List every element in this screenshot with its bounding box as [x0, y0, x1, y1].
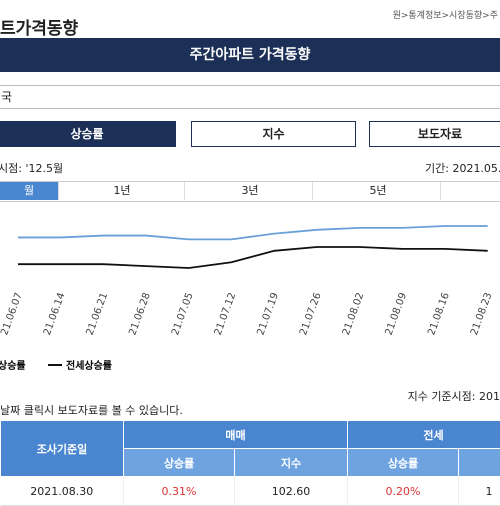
- data-table: 조사기준일 매매 전세 상승률 지수 상승률 2021.08.30 0.31% …: [0, 420, 500, 506]
- series-line: [18, 247, 488, 268]
- x-tick-label: 21.06.28: [127, 291, 153, 337]
- legend-label: 상승률: [0, 359, 26, 372]
- header-cell: [459, 449, 500, 477]
- cell: 0.31%: [124, 477, 235, 506]
- date-cell[interactable]: 2021.08.30: [1, 477, 124, 506]
- x-tick-label: 21.08.23: [469, 291, 495, 337]
- x-tick-label: 21.08.09: [384, 291, 410, 337]
- x-tick-label: 21.07.19: [255, 291, 281, 337]
- x-tick-label: 21.08.16: [426, 291, 452, 337]
- header-cell: 지수: [235, 449, 348, 477]
- cell: 0.20%: [348, 477, 459, 506]
- legend-label: 전세상승률: [66, 359, 112, 372]
- x-tick-label: 21.07.26: [298, 291, 324, 337]
- chart: 21.06.07 21.06.14 21.06.21 21.06.28 21.07.05…: [0, 0, 500, 380]
- header-cell: 매매: [124, 421, 348, 449]
- header-cell: 전세: [348, 421, 500, 449]
- note: 날짜 클릭시 보도자료를 볼 수 있습니다.: [0, 402, 183, 418]
- x-tick-label: 21.06.21: [85, 291, 111, 337]
- cell: 102.60: [235, 477, 348, 506]
- series-line: [18, 226, 488, 239]
- header-cell: 상승률: [124, 449, 235, 477]
- x-tick-label: 21.07.05: [170, 291, 196, 337]
- header-cell: 상승률: [348, 449, 459, 477]
- x-tick-label: 21.08.02: [341, 291, 367, 337]
- cell: 1: [459, 477, 500, 506]
- x-tick-label: 21.06.07: [0, 291, 25, 337]
- x-tick-label: 21.07.12: [213, 291, 239, 337]
- header-cell: 조사기준일: [1, 421, 124, 477]
- x-tick-label: 21.06.14: [42, 291, 68, 337]
- index-base: 지수 기준시점: 201: [408, 388, 500, 404]
